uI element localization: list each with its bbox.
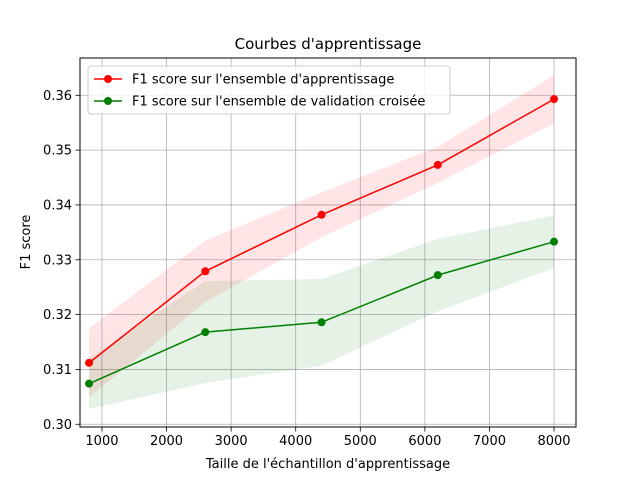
chart-title: Courbes d'apprentissage	[235, 35, 422, 53]
legend-label-0: F1 score sur l'ensemble d'apprentissage	[132, 73, 394, 88]
y-tick-label: 0.30	[43, 418, 72, 433]
x-axis-ticks: 1000 2000 3000 4000 5000 6000 7000 8000	[85, 427, 571, 449]
legend-marker-0	[104, 75, 112, 83]
data-point	[85, 379, 94, 388]
x-tick-label: 2000	[150, 434, 183, 449]
legend-marker-1	[104, 97, 112, 105]
x-tick-label: 4000	[279, 434, 312, 449]
data-point	[85, 358, 94, 367]
data-point	[201, 267, 210, 276]
y-tick-label: 0.34	[43, 198, 72, 213]
legend-label-1: F1 score sur l'ensemble de validation cr…	[132, 95, 425, 110]
data-point	[550, 237, 559, 246]
y-tick-label: 0.33	[43, 253, 72, 268]
y-tick-label: 0.36	[43, 89, 72, 104]
data-point	[317, 210, 326, 219]
data-point	[433, 271, 442, 280]
data-point	[317, 318, 326, 327]
x-tick-label: 3000	[215, 434, 248, 449]
x-tick-label: 1000	[85, 434, 118, 449]
x-tick-label: 6000	[408, 434, 441, 449]
x-tick-label: 7000	[473, 434, 506, 449]
data-point	[550, 95, 559, 104]
confidence-band-1	[89, 215, 555, 409]
y-axis-ticks: 0.30 0.31 0.32 0.33 0.34 0.35 0.36	[43, 89, 80, 433]
y-axis-label: F1 score	[19, 215, 34, 270]
plot-frame	[79, 57, 577, 428]
x-axis-label: Taille de l'échantillon d'apprentissage	[205, 457, 450, 472]
legend-box	[87, 65, 451, 115]
confidence-bands	[89, 75, 555, 409]
data-point	[433, 160, 442, 169]
y-tick-label: 0.32	[43, 308, 72, 323]
data-point	[201, 328, 210, 337]
y-tick-label: 0.31	[43, 363, 72, 378]
y-tick-label: 0.35	[43, 144, 72, 159]
confidence-band-0	[89, 75, 555, 398]
x-tick-label: 5000	[344, 434, 377, 449]
x-tick-label: 8000	[537, 434, 570, 449]
legend: F1 score sur l'ensemble d'apprentissage F…	[87, 65, 451, 115]
series-points	[85, 95, 559, 388]
